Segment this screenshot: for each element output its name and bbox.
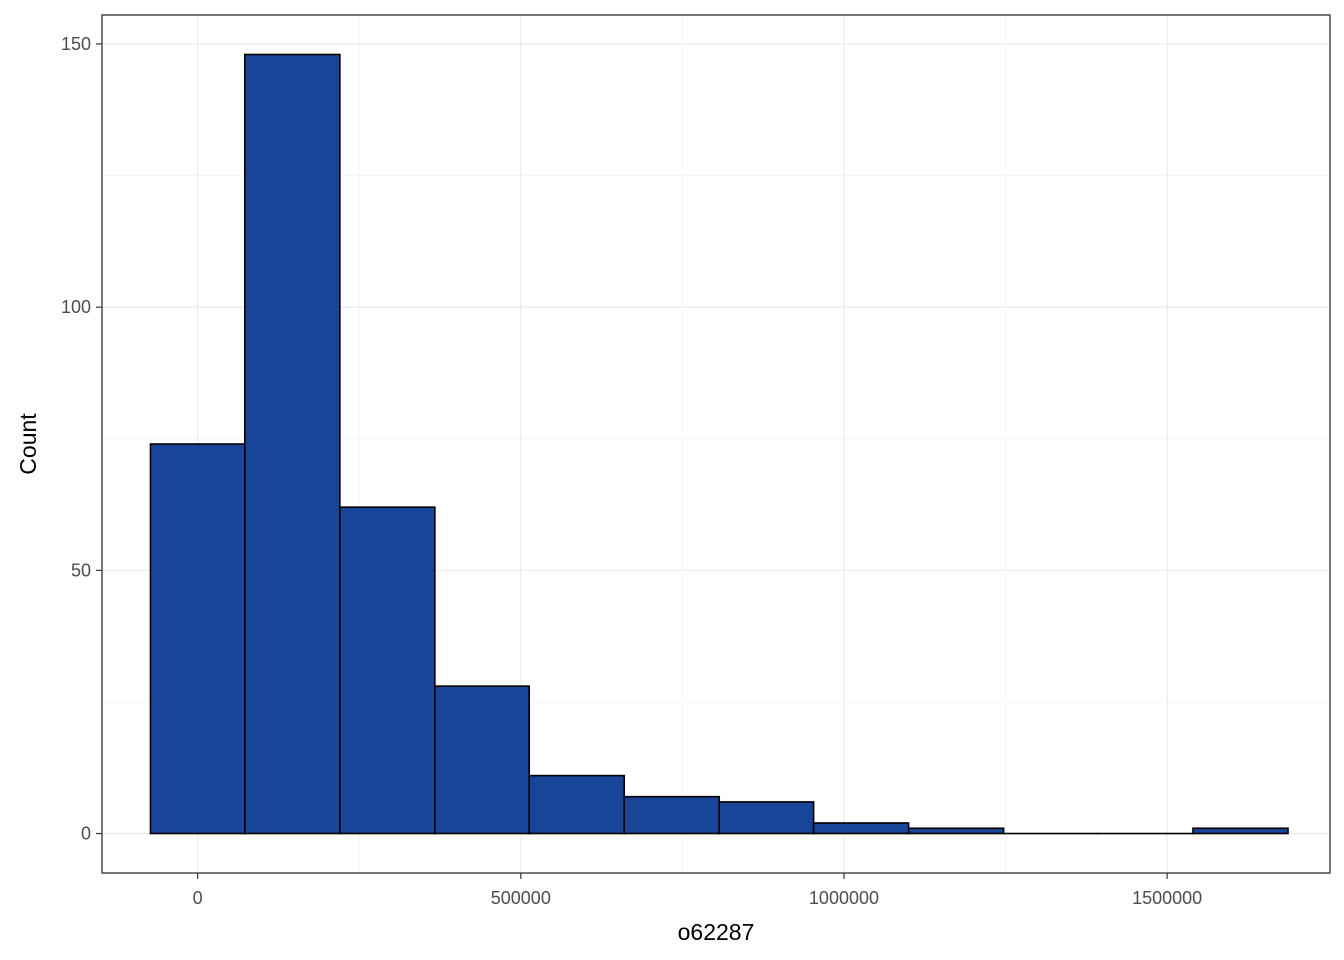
histogram-bar [244, 53, 341, 835]
x-axis-ticks: 0 500000 1000000 1500000 [193, 873, 1202, 908]
y-tick-label: 150 [61, 34, 91, 54]
histogram-bar [623, 795, 721, 835]
histogram-bar [718, 801, 815, 835]
histogram-bars [149, 53, 1289, 835]
x-tick-label: 0 [193, 888, 203, 908]
x-tick-label: 1500000 [1132, 888, 1202, 908]
histogram-bar [812, 822, 910, 835]
y-tick-label: 50 [71, 560, 91, 580]
histogram-bar [1192, 827, 1289, 835]
panel-border [101, 14, 1331, 874]
histogram-bar [339, 506, 436, 835]
x-tick-label: 500000 [491, 888, 551, 908]
histogram-bar [528, 774, 626, 835]
histogram-bar [907, 827, 1005, 835]
y-tick-label: 100 [61, 297, 91, 317]
y-axis-ticks: 0 50 100 150 [61, 34, 102, 844]
histogram-bar [149, 443, 246, 835]
y-axis-title: Count [15, 413, 41, 475]
histogram-bar [434, 685, 531, 835]
x-tick-label: 1000000 [809, 888, 879, 908]
y-tick-label: 0 [81, 824, 91, 844]
x-axis-title: o62287 [678, 919, 755, 945]
